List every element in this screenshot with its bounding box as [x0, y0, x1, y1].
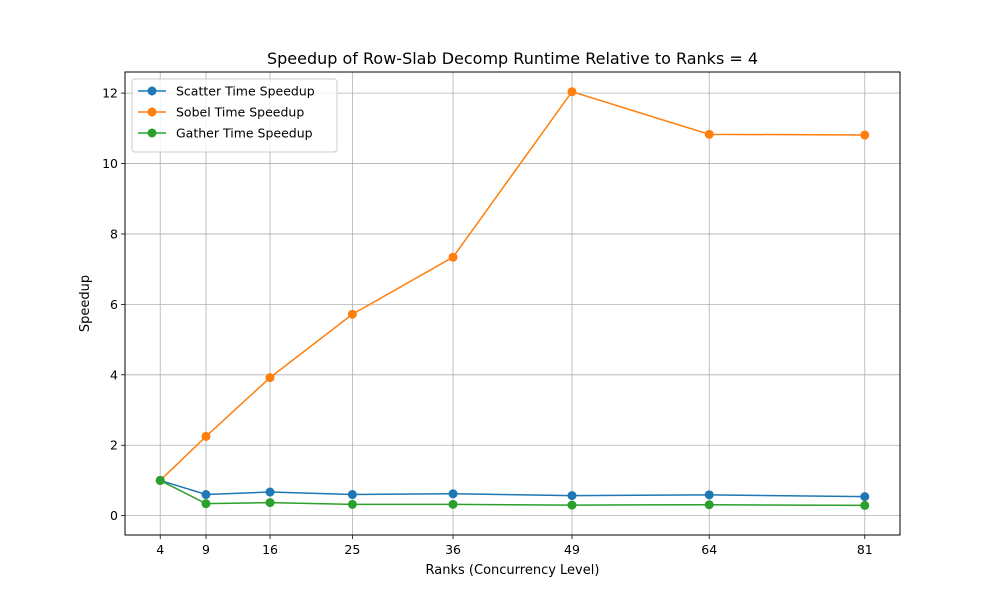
x-tick-label: 9	[202, 542, 210, 557]
y-tick-label: 12	[102, 86, 118, 101]
data-point	[155, 475, 165, 485]
y-tick-label: 0	[110, 508, 118, 523]
series-1	[155, 475, 870, 502]
y-tick-label: 10	[102, 156, 118, 171]
data-point	[347, 499, 357, 509]
x-tick-label: 49	[564, 542, 580, 557]
data-point	[567, 491, 577, 501]
data-point	[347, 490, 357, 500]
x-tick-label: 36	[445, 542, 461, 557]
x-tick-label: 25	[344, 542, 360, 557]
x-tick-label: 16	[262, 542, 278, 557]
data-point	[860, 130, 870, 140]
legend-label: Sobel Time Speedup	[176, 105, 304, 120]
x-tick-label: 81	[857, 542, 873, 557]
data-point	[265, 487, 275, 497]
y-tick-label: 8	[110, 226, 118, 241]
legend-marker	[147, 86, 157, 96]
y-tick-label: 4	[110, 367, 118, 382]
y-tick-label: 6	[110, 297, 118, 312]
data-point	[201, 499, 211, 509]
y-tick-label: 2	[110, 438, 118, 453]
data-point	[567, 500, 577, 510]
data-point	[265, 498, 275, 508]
data-point	[704, 500, 714, 510]
data-point	[704, 490, 714, 500]
x-tick-label: 64	[701, 542, 717, 557]
chart-title: Speedup of Row-Slab Decomp Runtime Relat…	[267, 49, 758, 68]
legend-label: Gather Time Speedup	[176, 126, 313, 141]
data-point	[265, 373, 275, 383]
legend-entry: Scatter Time Speedup	[138, 84, 315, 99]
series-layer	[155, 87, 870, 510]
data-point	[201, 431, 211, 441]
x-tick-label: 4	[156, 542, 164, 557]
legend-marker	[147, 107, 157, 117]
series-line	[160, 479, 865, 498]
series-3	[155, 475, 870, 510]
data-point	[860, 492, 870, 502]
series-line	[159, 90, 865, 481]
legend: Scatter Time Speedup Sobel Time Speedup Ga…	[131, 78, 338, 153]
legend-entry: Gather Time Speedup	[138, 126, 313, 141]
x-axis-label: Ranks (Concurrency Level)	[426, 563, 600, 578]
legend-label: Scatter Time Speedup	[176, 84, 315, 99]
series-line	[159, 479, 865, 507]
legend-marker	[147, 128, 157, 138]
data-point	[201, 490, 211, 500]
data-point	[567, 87, 577, 97]
data-point	[448, 489, 458, 499]
data-point	[448, 499, 458, 509]
plot-frame	[124, 71, 901, 536]
data-point	[704, 129, 714, 139]
data-point	[347, 309, 357, 319]
y-axis-label: Speedup	[78, 275, 93, 332]
data-point	[860, 500, 870, 510]
data-point	[448, 252, 458, 262]
legend-box	[131, 78, 338, 153]
legend-entry: Sobel Time Speedup	[138, 105, 304, 120]
